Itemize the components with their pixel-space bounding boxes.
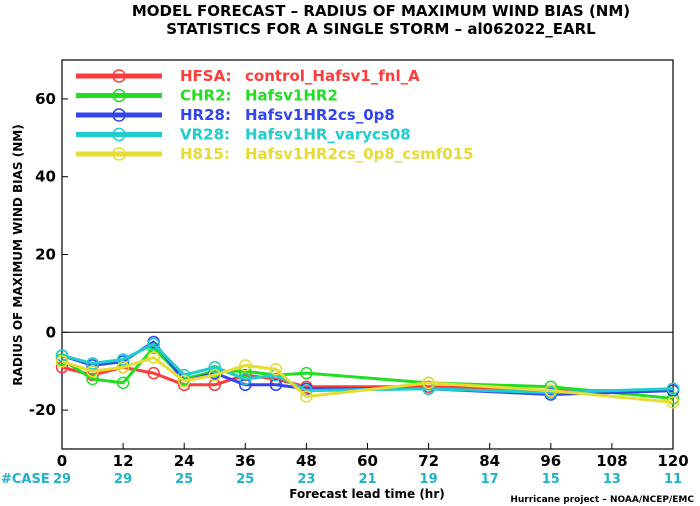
data-point-h815 [300,390,313,403]
data-point-chr2 [666,392,680,405]
data-point-h815 [116,361,130,374]
data-point-hfsa [147,366,160,380]
data-point-h815 [177,374,191,388]
chart-title: MODEL FORECAST – RADIUS OF MAXIMUM WIND … [132,2,630,20]
data-point-vr28 [666,382,680,395]
x-axis-label: Forecast lead time (hr) [289,487,445,501]
data-point-h815 [86,364,99,378]
case-count: 21 [358,472,376,487]
data-point-vr28 [116,353,130,366]
y-tick-label: 40 [35,168,56,186]
legend-name-chr2: CHR2: [180,87,232,105]
footer-credit: Hurricane project – NOAA/NCEP/EMC [510,495,694,505]
data-point-chr2 [86,372,99,386]
case-count: 29 [114,472,132,487]
legend-marker-vr28 [112,127,126,142]
case-count: 25 [175,472,193,487]
case-count: 29 [53,472,71,487]
y-axis-label: RADIUS OF MAXIMUM WIND BIAS (NM) [11,124,25,385]
x-tick-label: 108 [596,452,627,470]
case-count: 13 [603,472,621,487]
legend-name-h815: H815: [180,145,230,163]
legend-marker-hr28 [112,108,126,122]
data-point-vr28 [55,349,69,362]
case-count: 23 [297,472,315,487]
legend-label-h815: Hafsv1HR2cs_0p8_csmf015 [245,145,474,163]
case-count: 25 [236,472,254,487]
data-point-vr28 [208,361,221,374]
data-point-h815 [147,351,160,364]
x-tick-label: 36 [235,452,256,470]
x-tick-label: 12 [113,452,134,470]
x-tick-label: 24 [174,452,195,470]
legend-label-chr2: Hafsv1HR2 [245,87,338,105]
data-point-h815 [239,359,252,372]
y-tick-label: 60 [35,90,56,108]
data-point-h815 [269,363,283,376]
data-point-vr28 [86,357,99,370]
x-tick-label: 72 [418,452,439,470]
legend-marker-chr2 [112,88,126,103]
data-point-h815 [666,396,680,409]
data-point-vr28 [147,337,160,351]
x-tick-label: 0 [57,452,67,470]
legend-label-hr28: Hafsv1HR2cs_0p8 [245,106,395,124]
data-point-vr28 [239,372,252,386]
y-tick-label: 20 [35,246,56,264]
data-point-h815 [208,368,221,382]
data-point-chr2 [300,366,313,380]
data-point-chr2 [116,376,130,390]
legend-marker-h815 [112,147,126,161]
data-point-h815 [422,376,435,390]
case-count: 11 [664,472,682,487]
case-count: 19 [420,472,438,487]
legend-label-vr28: Hafsv1HR_varycs08 [245,126,411,144]
x-tick-label: 84 [479,452,500,470]
case-count: 15 [542,472,560,487]
x-tick-label: 120 [657,452,688,470]
legend-name-hfsa: HFSA: [180,67,232,85]
legend-label-hfsa: control_Hafsv1_fnl_A [245,67,420,85]
x-tick-label: 48 [296,452,317,470]
case-header: #CASE [1,472,50,487]
legend-marker-hfsa [112,69,126,83]
case-count: 17 [481,472,499,487]
data-point-hfsa [239,368,252,382]
chart-subtitle: STATISTICS FOR A SINGLE STORM – al062022… [166,20,596,38]
data-point-hr28 [269,378,283,392]
legend-name-vr28: VR28: [180,126,230,144]
x-tick-label: 96 [540,452,561,470]
data-point-h815 [55,355,69,368]
series-line-h815 [61,356,674,404]
x-tick-label: 60 [357,452,378,470]
y-tick-label: 0 [46,323,56,341]
y-tick-label: -20 [29,401,56,419]
data-point-h815 [544,384,558,397]
legend-name-hr28: HR28: [180,106,231,124]
